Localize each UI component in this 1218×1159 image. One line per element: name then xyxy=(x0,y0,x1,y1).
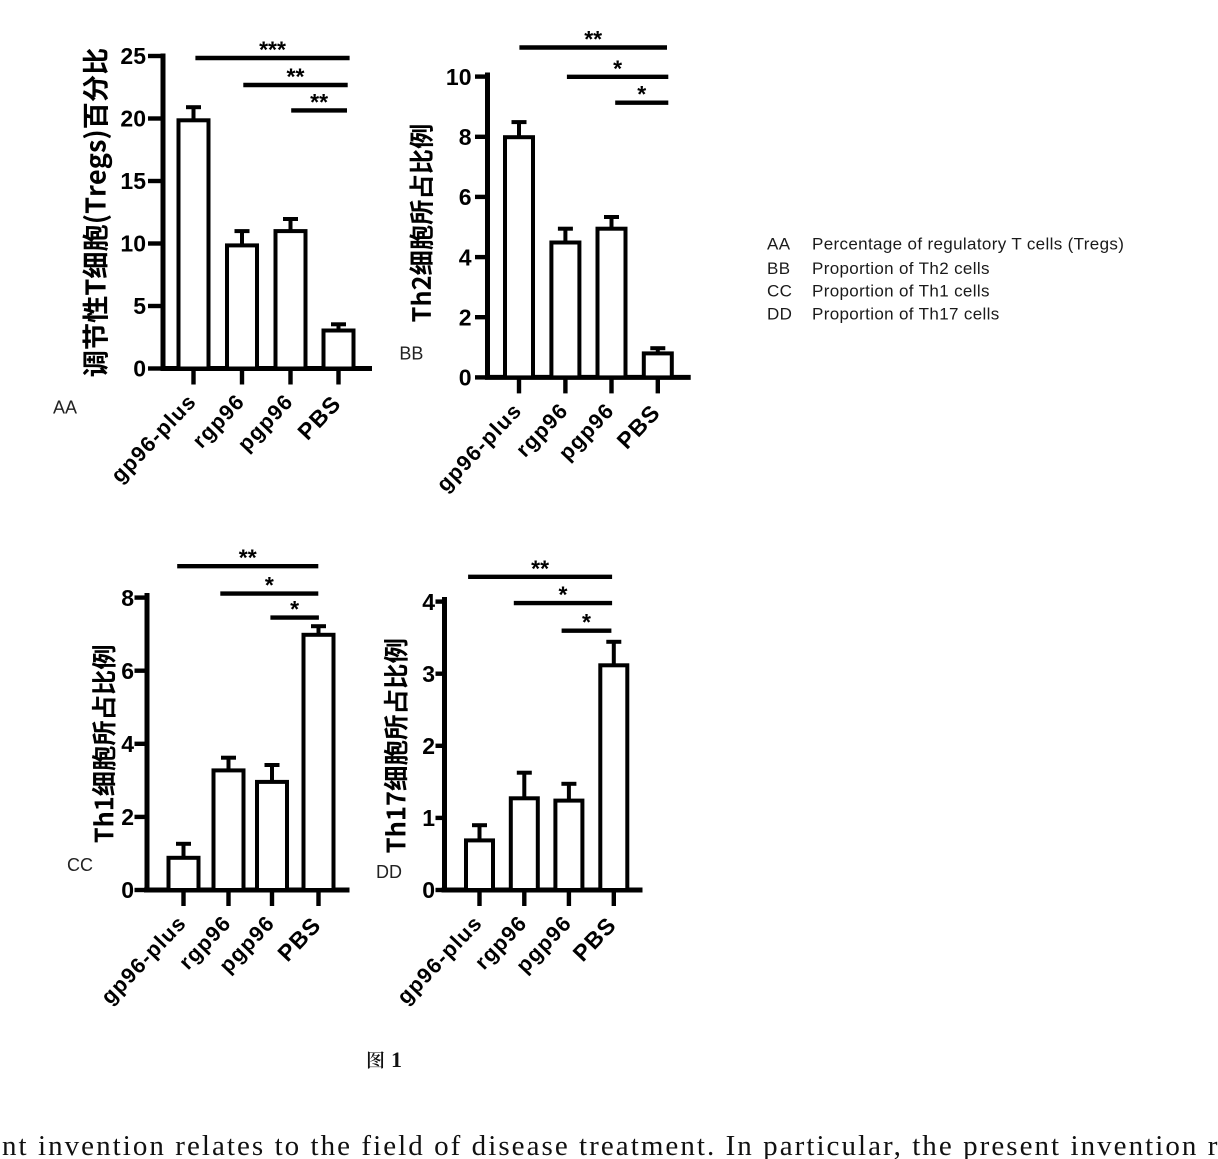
svg-text:25: 25 xyxy=(120,43,146,69)
svg-text:6: 6 xyxy=(121,658,134,684)
svg-text:*: * xyxy=(558,582,567,608)
svg-text:AA: AA xyxy=(53,398,77,418)
svg-text:4: 4 xyxy=(459,244,472,270)
svg-text:Proportion of Th1 cells: Proportion of Th1 cells xyxy=(812,282,990,301)
svg-text:*: * xyxy=(582,609,591,635)
svg-text:CC: CC xyxy=(767,282,792,301)
svg-text:4: 4 xyxy=(121,731,134,757)
svg-text:CC: CC xyxy=(67,855,93,875)
svg-text:0: 0 xyxy=(459,365,472,391)
svg-text:**: ** xyxy=(239,545,257,571)
svg-text:**: ** xyxy=(584,26,602,52)
svg-text:1: 1 xyxy=(391,1047,402,1072)
svg-text:2: 2 xyxy=(422,733,435,759)
svg-text:BB: BB xyxy=(399,344,423,364)
svg-text:Percentage of regulatory T cel: Percentage of regulatory T cells (Tregs) xyxy=(812,235,1124,254)
svg-text:**: ** xyxy=(531,555,549,581)
svg-text:4: 4 xyxy=(422,589,435,615)
svg-text:*: * xyxy=(613,55,622,81)
svg-text:DD: DD xyxy=(767,305,792,324)
svg-text:0: 0 xyxy=(121,877,134,903)
svg-text:3: 3 xyxy=(422,661,435,687)
svg-text:**: ** xyxy=(310,89,328,115)
svg-text:5: 5 xyxy=(133,293,146,319)
svg-text:1: 1 xyxy=(422,805,435,831)
svg-text:8: 8 xyxy=(459,124,472,150)
svg-text:2: 2 xyxy=(121,804,134,830)
svg-text:10: 10 xyxy=(120,231,146,257)
svg-text:2: 2 xyxy=(459,304,472,330)
svg-text:AA: AA xyxy=(767,235,791,254)
svg-text:*: * xyxy=(637,81,646,107)
svg-text:20: 20 xyxy=(120,106,146,132)
svg-text:Proportion of Th17 cells: Proportion of Th17 cells xyxy=(812,305,1000,324)
svg-text:8: 8 xyxy=(121,585,134,611)
svg-text:10: 10 xyxy=(446,64,472,90)
svg-text:DD: DD xyxy=(376,862,402,882)
svg-text:**: ** xyxy=(287,64,305,90)
svg-text:Proportion of Th2 cells: Proportion of Th2 cells xyxy=(812,259,990,278)
svg-text:0: 0 xyxy=(133,356,146,382)
svg-text:*: * xyxy=(290,596,299,622)
svg-text:0: 0 xyxy=(422,877,435,903)
svg-text:*: * xyxy=(265,572,274,598)
svg-text:15: 15 xyxy=(120,168,146,194)
svg-text:nt invention relates to the fi: nt invention relates to the field of dis… xyxy=(2,1130,1218,1159)
svg-text:***: *** xyxy=(259,37,286,63)
svg-text:BB: BB xyxy=(767,259,790,278)
svg-text:6: 6 xyxy=(459,184,472,210)
